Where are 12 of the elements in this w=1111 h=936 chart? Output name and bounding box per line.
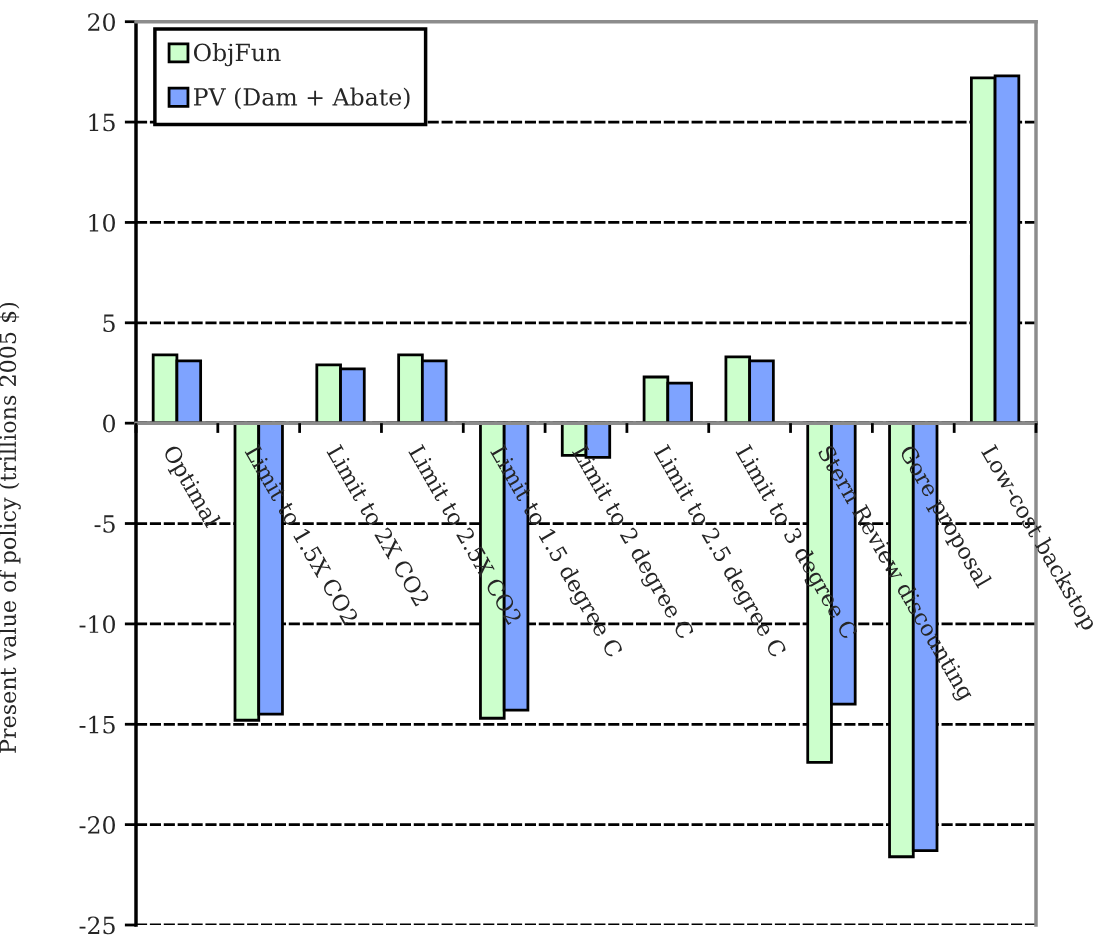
y-tick-label: 5 [103, 314, 115, 333]
y-tick-label: 15 [89, 113, 115, 132]
y-tick-label: -20 [79, 816, 115, 834]
y-tick-label: 0 [103, 414, 115, 433]
legend-label: PV (Dam + Abate) [193, 87, 410, 110]
y-tick-label: 20 [88, 13, 115, 32]
y-tick-label: -10 [79, 615, 115, 634]
y-tick-label: -15 [79, 715, 115, 734]
legend-label: ObjFun [194, 43, 281, 67]
y-tick-label: 10 [89, 213, 115, 232]
y-tick-label: -5 [94, 515, 115, 533]
y-tick-label: -25 [79, 916, 115, 935]
